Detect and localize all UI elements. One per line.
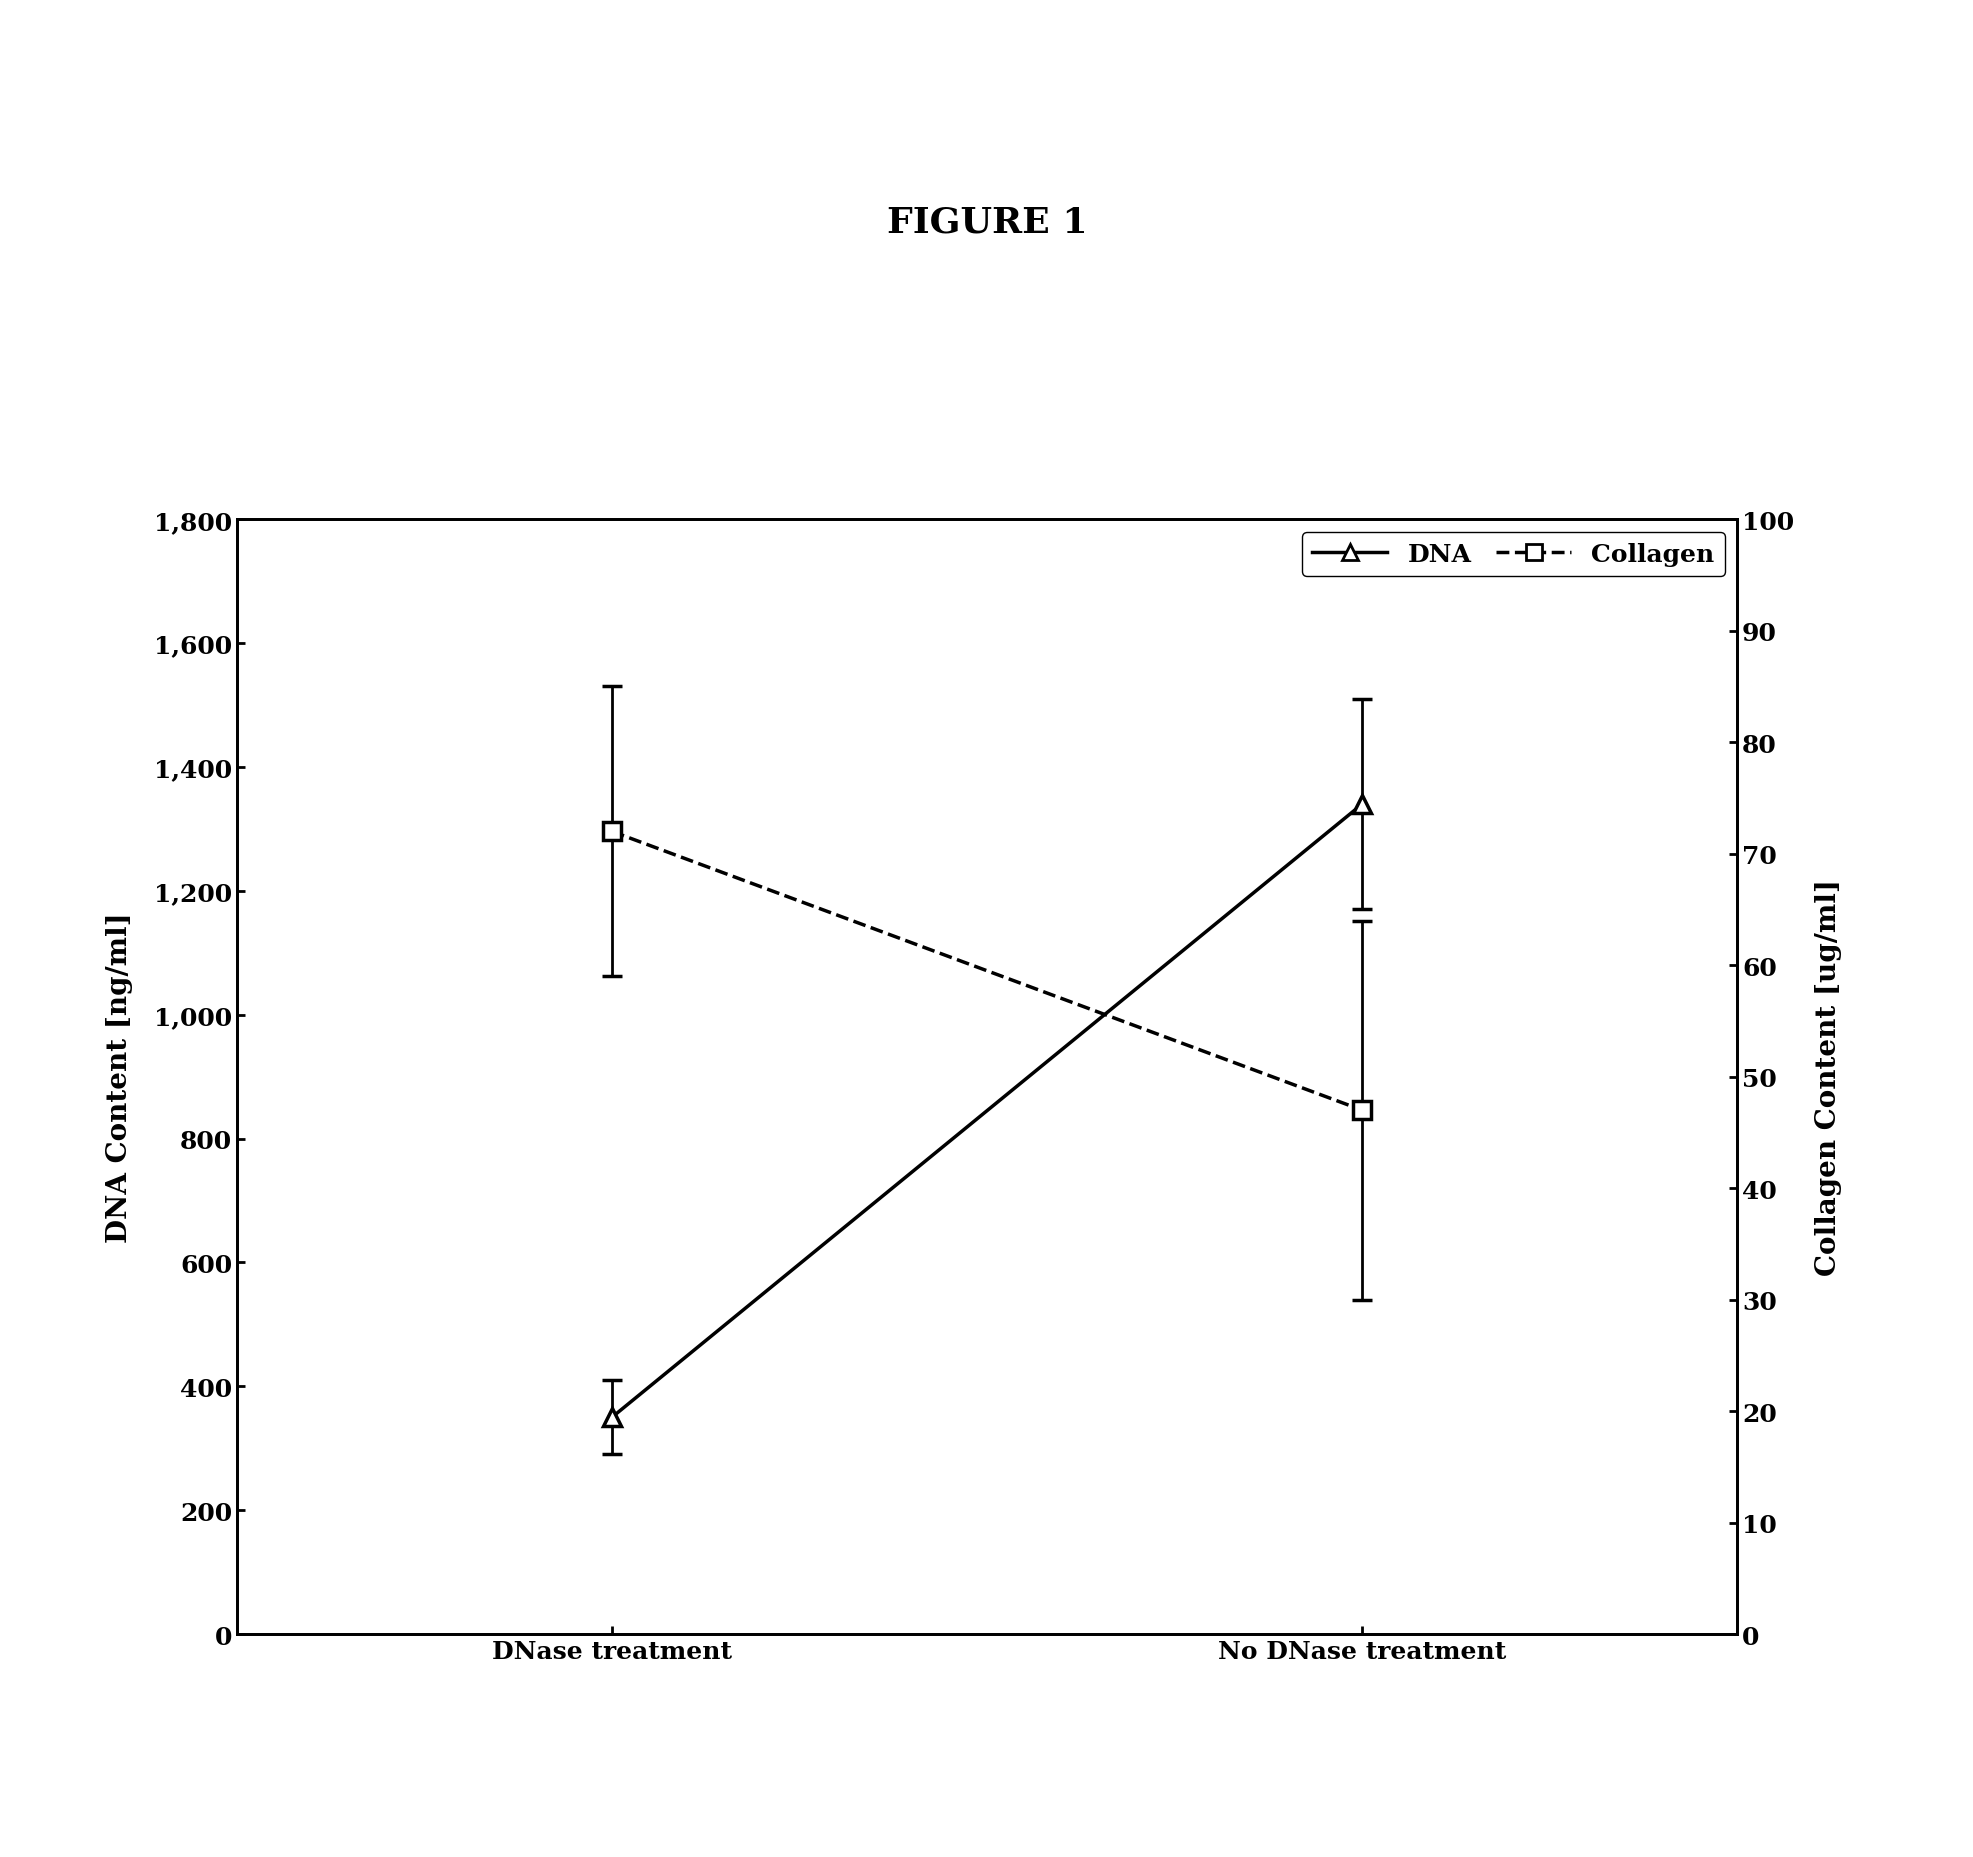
Legend: DNA, Collagen: DNA, Collagen: [1302, 533, 1724, 576]
Text: FIGURE 1: FIGURE 1: [886, 206, 1087, 240]
Y-axis label: Collagen Content [ug/ml]: Collagen Content [ug/ml]: [1813, 878, 1841, 1276]
Y-axis label: DNA Content [ng/ml]: DNA Content [ng/ml]: [107, 912, 132, 1242]
